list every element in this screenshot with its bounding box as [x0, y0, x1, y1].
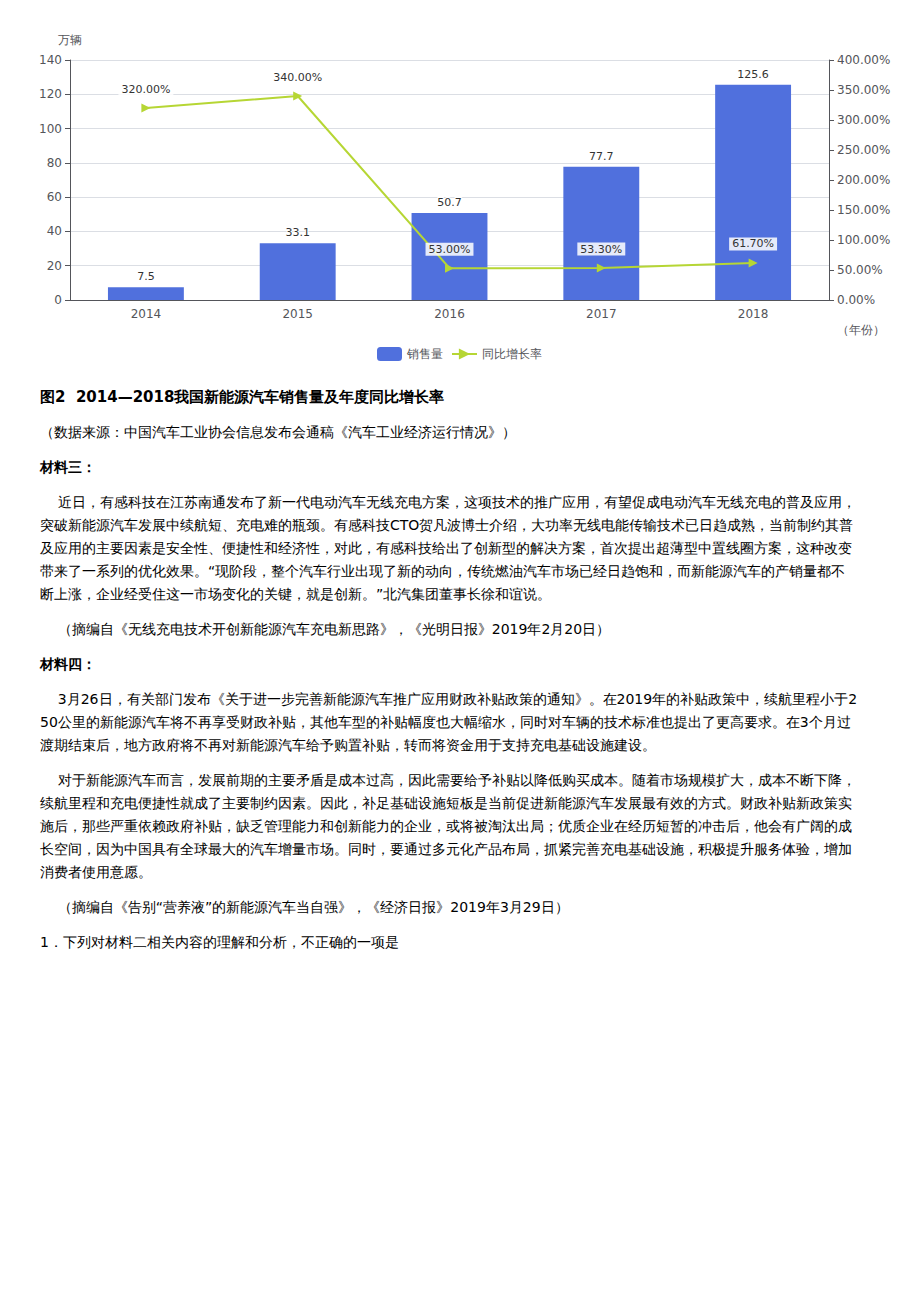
- svg-text:材料四：: 材料四：: [39, 656, 96, 672]
- svg-text:2014: 2014: [131, 307, 162, 321]
- svg-text:近日，有感科技在江苏南通发布了新一代电动汽车无线充电方案，这: 近日，有感科技在江苏南通发布了新一代电动汽车无线充电方案，这项技术的推广应用，有…: [40, 494, 856, 510]
- svg-text:续航里程和充电便捷性就成了主要制约因素。因此，补足基础设施短: 续航里程和充电便捷性就成了主要制约因素。因此，补足基础设施短板是当前促进新能源汽…: [40, 795, 852, 811]
- svg-text:2016: 2016: [434, 307, 465, 321]
- svg-text:带来了一系列的优化效果。“现阶段，整个汽车行业出现了新的动向: 带来了一系列的优化效果。“现阶段，整个汽车行业出现了新的动向，传统燃油汽车市场已…: [40, 563, 845, 579]
- svg-text:340.00%: 340.00%: [273, 71, 322, 84]
- svg-text:33.1: 33.1: [285, 226, 310, 239]
- svg-text:61.70%: 61.70%: [732, 237, 774, 250]
- svg-text:2018: 2018: [738, 307, 769, 321]
- svg-text:125.6: 125.6: [737, 68, 769, 81]
- svg-text:77.7: 77.7: [589, 150, 614, 163]
- svg-text:100: 100: [39, 122, 62, 136]
- svg-text:0: 0: [54, 293, 62, 307]
- svg-text:200.00%: 200.00%: [837, 173, 890, 187]
- svg-text:40: 40: [47, 224, 62, 238]
- svg-text:施后，那些严重依赖政府补贴，缺乏管理能力和创新能力的企业，或: 施后，那些严重依赖政府补贴，缺乏管理能力和创新能力的企业，或将被淘汰出局；优质企…: [40, 818, 852, 834]
- svg-text:（年份）: （年份）: [837, 323, 885, 337]
- svg-text:80: 80: [47, 156, 62, 170]
- svg-text:120: 120: [39, 87, 62, 101]
- svg-text:140: 140: [39, 53, 62, 67]
- svg-text:50.7: 50.7: [437, 196, 462, 209]
- svg-text:渡期结束后，地方政府将不再对新能源汽车给予购置补贴，转而将资: 渡期结束后，地方政府将不再对新能源汽车给予购置补贴，转而将资金用于支持充电基础设…: [40, 737, 656, 753]
- svg-text:3月26日，有关部门发布《关于进一步完善新能源汽车推广应用财: 3月26日，有关部门发布《关于进一步完善新能源汽车推广应用财政补贴政策的通知》。…: [40, 691, 857, 707]
- svg-text:50公里的新能源汽车将不再享受财政补贴，其他车型的补贴幅度也: 50公里的新能源汽车将不再享受财政补贴，其他车型的补贴幅度也大幅缩水，同时对车辆…: [40, 714, 851, 730]
- svg-text:图2 2014—2018我国新能源汽车销售量及年度同比增长: 图2 2014—2018我国新能源汽车销售量及年度同比增长率: [40, 388, 444, 406]
- svg-text:材料三：: 材料三：: [39, 459, 96, 475]
- svg-text:对于新能源汽车而言，发展前期的主要矛盾是成本过高，因此需要给: 对于新能源汽车而言，发展前期的主要矛盾是成本过高，因此需要给予补贴以降低购买成本…: [40, 772, 856, 788]
- svg-text:100.00%: 100.00%: [837, 233, 890, 247]
- svg-text:同比增长率: 同比增长率: [482, 347, 542, 361]
- svg-text:50.00%: 50.00%: [837, 263, 883, 277]
- svg-text:7.5: 7.5: [137, 270, 155, 283]
- svg-text:长空间，因为中国具有全球最大的汽车增量市场。同时，要通过多元: 长空间，因为中国具有全球最大的汽车增量市场。同时，要通过多元化产品布局，抓紧完善…: [40, 841, 852, 857]
- svg-text:断上涨，企业经受住这一市场变化的关键，就是创新。”北汽集团董: 断上涨，企业经受住这一市场变化的关键，就是创新。”北汽集团董事长徐和谊说。: [40, 586, 551, 602]
- svg-text:20: 20: [47, 259, 62, 273]
- svg-text:2015: 2015: [282, 307, 313, 321]
- svg-text:突破新能源汽车发展中续航短、充电难的瓶颈。有感科技CTO贺凡: 突破新能源汽车发展中续航短、充电难的瓶颈。有感科技CTO贺凡波博士介绍，大功率无…: [40, 517, 853, 533]
- svg-text:250.00%: 250.00%: [837, 143, 890, 157]
- svg-text:400.00%: 400.00%: [837, 53, 890, 67]
- svg-text:1．下列对材料二相关内容的理解和分析，不正确的一项是: 1．下列对材料二相关内容的理解和分析，不正确的一项是: [40, 934, 399, 950]
- svg-text:150.00%: 150.00%: [837, 203, 890, 217]
- svg-text:2017: 2017: [586, 307, 617, 321]
- svg-text:（摘编自《无线充电技术开创新能源汽车充电新思路》，《光明日报: （摘编自《无线充电技术开创新能源汽车充电新思路》，《光明日报》2019年2月20…: [40, 621, 610, 637]
- svg-text:消费者使用意愿。: 消费者使用意愿。: [40, 864, 152, 880]
- svg-text:300.00%: 300.00%: [837, 113, 890, 127]
- svg-text:（数据来源：中国汽车工业协会信息发布会通稿《汽车工业经济运行: （数据来源：中国汽车工业协会信息发布会通稿《汽车工业经济运行情况》）: [40, 424, 516, 440]
- svg-text:万辆: 万辆: [58, 33, 82, 47]
- svg-text:60: 60: [47, 190, 62, 204]
- svg-text:350.00%: 350.00%: [837, 83, 890, 97]
- svg-text:销售量: 销售量: [406, 347, 443, 361]
- svg-text:53.00%: 53.00%: [429, 243, 471, 256]
- svg-text:（摘编自《告别“营养液”的新能源汽车当自强》，《经济日报》2: （摘编自《告别“营养液”的新能源汽车当自强》，《经济日报》2019年3月29日）: [40, 899, 569, 915]
- svg-text:320.00%: 320.00%: [121, 83, 170, 96]
- svg-text:0.00%: 0.00%: [837, 293, 875, 307]
- svg-text:53.30%: 53.30%: [580, 243, 622, 256]
- svg-text:及应用的主要因素是安全性、便捷性和经济性，对此，有感科技给出: 及应用的主要因素是安全性、便捷性和经济性，对此，有感科技给出了创新型的解决方案，…: [40, 540, 852, 556]
